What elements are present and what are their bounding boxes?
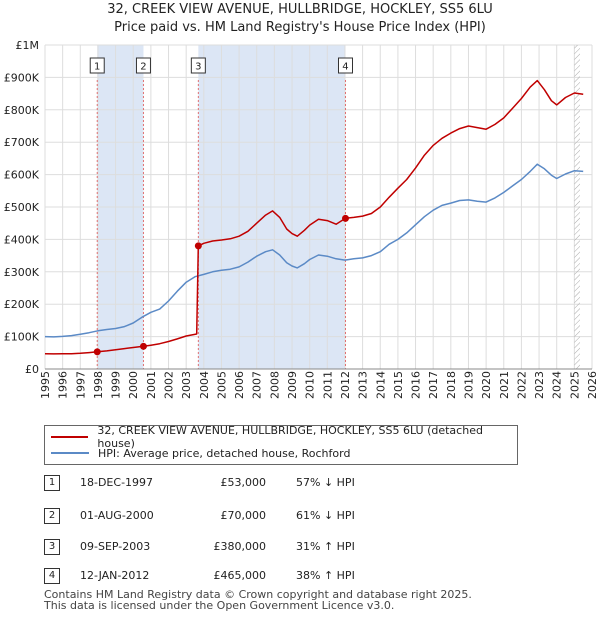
sale-point	[341, 214, 349, 222]
x-tick-label: 2023	[533, 371, 546, 399]
sale-label-number: 2	[140, 62, 146, 73]
chart-title-line1: 32, CREEK VIEW AVENUE, HULLBRIDGE, HOCKL…	[107, 2, 493, 17]
x-tick-label: 2001	[145, 371, 158, 399]
legend-item-hpi: HPI: Average price, detached house, Roch…	[51, 445, 350, 461]
x-tick-label: 2009	[286, 371, 299, 399]
sale-date: 01-AUG-2000	[80, 509, 154, 522]
x-tick-label: 1998	[92, 371, 105, 399]
x-tick-label: 2002	[163, 371, 176, 399]
grid	[44, 44, 593, 370]
legend-label-hpi: HPI: Average price, detached house, Roch…	[98, 446, 351, 460]
sale-row: 1 18-DEC-1997 £53,000 57% ↓ HPI	[0, 475, 600, 495]
x-tick-label: 2025	[568, 371, 581, 399]
legend-swatch-property	[51, 436, 89, 438]
legend-item-property: 32, CREEK VIEW AVENUE, HULLBRIDGE, HOCKL…	[51, 424, 517, 450]
sale-date-lines	[96, 80, 346, 369]
x-tick-label: 2018	[445, 371, 458, 399]
sale-number-badge: 4	[44, 568, 60, 584]
x-tick-label: 1995	[39, 371, 52, 399]
x-tick-label: 2000	[127, 371, 140, 399]
x-tick-label: 2022	[515, 371, 528, 399]
legend: 32, CREEK VIEW AVENUE, HULLBRIDGE, HOCKL…	[44, 424, 518, 465]
sale-price: £380,000	[213, 540, 267, 553]
chart-title-line2: Price paid vs. HM Land Registry's House …	[114, 20, 486, 35]
sale-date: 12-JAN-2012	[80, 569, 150, 582]
x-tick-label: 2016	[410, 371, 423, 399]
sale-label-number: 1	[94, 62, 100, 73]
y-tick-label: £400K	[4, 233, 40, 246]
x-tick-label: 2013	[357, 371, 370, 399]
x-tick-label: 2024	[551, 371, 564, 399]
y-tick-label: £600K	[4, 169, 40, 182]
x-tick-label: 2003	[180, 371, 193, 399]
sale-date: 09-SEP-2003	[80, 540, 151, 553]
forecast-region	[574, 45, 580, 369]
sale-hpi-comparison: 57% ↓ HPI	[296, 476, 355, 489]
sale-point	[194, 242, 202, 250]
y-tick-label: £1M	[16, 39, 40, 52]
x-tick-label: 2008	[268, 371, 281, 399]
sale-price: £53,000	[220, 476, 267, 489]
x-tick-label: 1997	[74, 371, 87, 399]
sale-hpi-comparison: 61% ↓ HPI	[296, 509, 355, 522]
sale-label-number: 4	[342, 62, 348, 73]
x-tick-label: 1996	[57, 371, 70, 399]
sale-number-badge: 3	[44, 539, 60, 555]
sale-row: 3 09-SEP-2003 £380,000 31% ↑ HPI	[0, 539, 600, 559]
sale-label-box	[135, 57, 151, 74]
sale-number-badge: 1	[44, 475, 60, 491]
y-tick-label: £900K	[4, 71, 40, 84]
sale-date: 18-DEC-1997	[80, 476, 154, 489]
x-tick-label: 1999	[110, 371, 123, 399]
sale-number-badge: 2	[44, 508, 60, 524]
y-tick-label: £100K	[4, 331, 40, 344]
x-tick-label: 2007	[251, 371, 264, 399]
x-tick-label: 2011	[321, 371, 334, 399]
x-tick-label: 2005	[215, 371, 228, 399]
footer-line2: This data is licensed under the Open Gov…	[44, 599, 395, 612]
sale-row: 4 12-JAN-2012 £465,000 38% ↑ HPI	[0, 568, 600, 588]
x-tick-label: 2017	[427, 371, 440, 399]
x-tick-label: 2026	[586, 371, 599, 399]
sale-markers: 1 2 3 4	[89, 57, 353, 356]
sale-hpi-comparison: 31% ↑ HPI	[296, 540, 355, 553]
x-tick-label: 2021	[498, 371, 511, 399]
sale-row: 2 01-AUG-2000 £70,000 61% ↓ HPI	[0, 508, 600, 528]
sale-point	[93, 348, 101, 356]
sale-label-box	[337, 57, 353, 74]
x-tick-label: 2014	[374, 371, 387, 399]
sale-price: £70,000	[220, 509, 267, 522]
footer-line1: Contains HM Land Registry data © Crown c…	[44, 588, 472, 601]
forecast-hatch	[574, 45, 580, 369]
y-tick-label: £200K	[4, 298, 40, 311]
x-tick-label: 2015	[392, 371, 405, 399]
x-tick-label: 2004	[198, 371, 211, 399]
x-tick-label: 2006	[233, 371, 246, 399]
sale-label-number: 3	[195, 62, 201, 73]
y-tick-label: £500K	[4, 201, 40, 214]
y-tick-label: £300K	[4, 266, 40, 279]
price-chart: 1 2 3 4 £0 £100K £200K £300K £400K £500K £600K £70…	[4, 39, 599, 399]
sale-point	[139, 342, 147, 350]
y-tick-label: £0	[25, 363, 39, 376]
x-tick-label: 2020	[480, 371, 493, 399]
sale-label-box	[89, 57, 105, 74]
sale-price: £465,000	[213, 569, 267, 582]
x-tick-label: 2019	[462, 371, 475, 399]
legend-label-property: 32, CREEK VIEW AVENUE, HULLBRIDGE, HOCKL…	[97, 424, 483, 450]
footer-attribution: Contains HM Land Registry data © Crown c…	[44, 589, 472, 611]
sale-label-box	[190, 57, 206, 74]
y-tick-label: £700K	[4, 136, 40, 149]
axes: £0 £100K £200K £300K £400K £500K £600K £700K £80…	[4, 39, 599, 399]
x-tick-label: 2012	[339, 371, 352, 399]
y-tick-label: £800K	[4, 104, 40, 117]
x-tick-label: 2010	[304, 371, 317, 399]
sale-hpi-comparison: 38% ↑ HPI	[296, 569, 355, 582]
series-line-hpi	[44, 163, 584, 338]
legend-swatch-hpi	[51, 452, 89, 454]
